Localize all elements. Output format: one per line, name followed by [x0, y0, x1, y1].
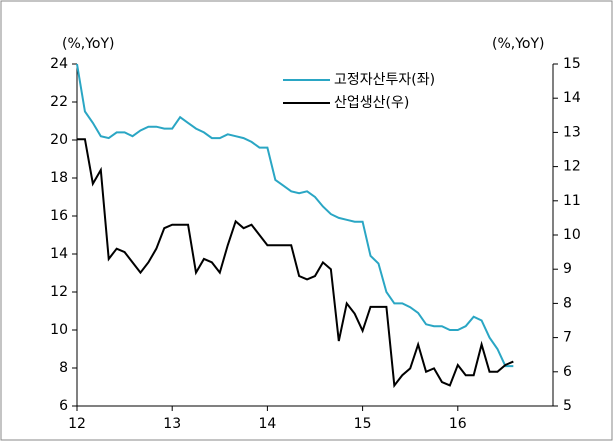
x-tick-label: 15 [354, 416, 372, 432]
legend-label: 산업생산(우) [334, 95, 409, 111]
legend-label: 고정자산투자(좌) [334, 72, 435, 88]
y-tick-label: 16 [50, 208, 68, 224]
y-tick-label: 10 [50, 322, 68, 338]
y2-tick-label: 12 [563, 159, 581, 175]
x-tick-label: 13 [163, 416, 181, 432]
y-tick-label: 24 [50, 56, 68, 72]
y2-tick-label: 13 [563, 124, 581, 140]
y2-tick-label: 8 [563, 295, 572, 311]
y-tick-label: 20 [50, 132, 68, 148]
y2-tick-label: 11 [563, 193, 581, 209]
data-line [77, 138, 514, 389]
y-tick-label: 22 [50, 94, 68, 110]
y-tick-label: 12 [50, 284, 68, 300]
y2-tick-label: 10 [563, 227, 581, 243]
y2-tick-label: 9 [563, 261, 572, 277]
y2-tick-label: 5 [563, 398, 572, 414]
y-tick-label: 8 [59, 360, 68, 376]
y-unit-label: (%,YoY) [62, 36, 115, 52]
y2-tick-label: 6 [563, 364, 572, 380]
y-tick-label: 6 [59, 398, 68, 414]
y-tick-label: 14 [50, 246, 68, 262]
y2-tick-label: 15 [563, 56, 581, 72]
x-tick-label: 14 [258, 416, 276, 432]
y2-tick-label: 7 [563, 330, 572, 346]
x-tick-label: 16 [449, 416, 467, 432]
data-line [76, 63, 514, 368]
x-tick-label: 12 [68, 416, 86, 432]
y2-unit-label: (%,YoY) [492, 36, 545, 52]
y2-tick-label: 14 [563, 90, 581, 106]
y-tick-label: 18 [50, 170, 68, 186]
